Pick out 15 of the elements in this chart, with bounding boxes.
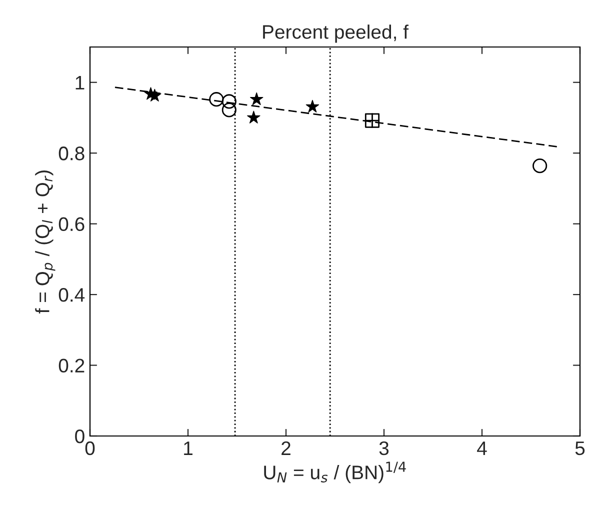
y-tick-label: 0.6: [58, 217, 84, 232]
x-axis-title: U$_{N}$ = u$_{s}$ / (BN)$^{1/4}$: [264, 462, 406, 484]
y-tick-label: 0: [75, 429, 84, 444]
chart-title: Percent peeled, f: [263, 24, 409, 43]
x-tick-label: 5: [575, 442, 585, 456]
x-tick-label: 0: [85, 441, 95, 456]
x-tick-label: 2: [282, 441, 290, 455]
x-tick-label: 4: [477, 442, 487, 455]
y-tick-label: 0.2: [58, 358, 84, 373]
x-tick-label: 1: [184, 442, 192, 455]
y-axis-title: f = Q$_{p}$ / (Q$_{l}$ + Q$_{r}$): [35, 170, 56, 314]
y-tick-label: 1: [76, 76, 84, 90]
y-tick-label: 0.8: [58, 146, 84, 160]
y-tick-label: 0.4: [58, 288, 85, 302]
x-tick-label: 3: [379, 441, 389, 456]
